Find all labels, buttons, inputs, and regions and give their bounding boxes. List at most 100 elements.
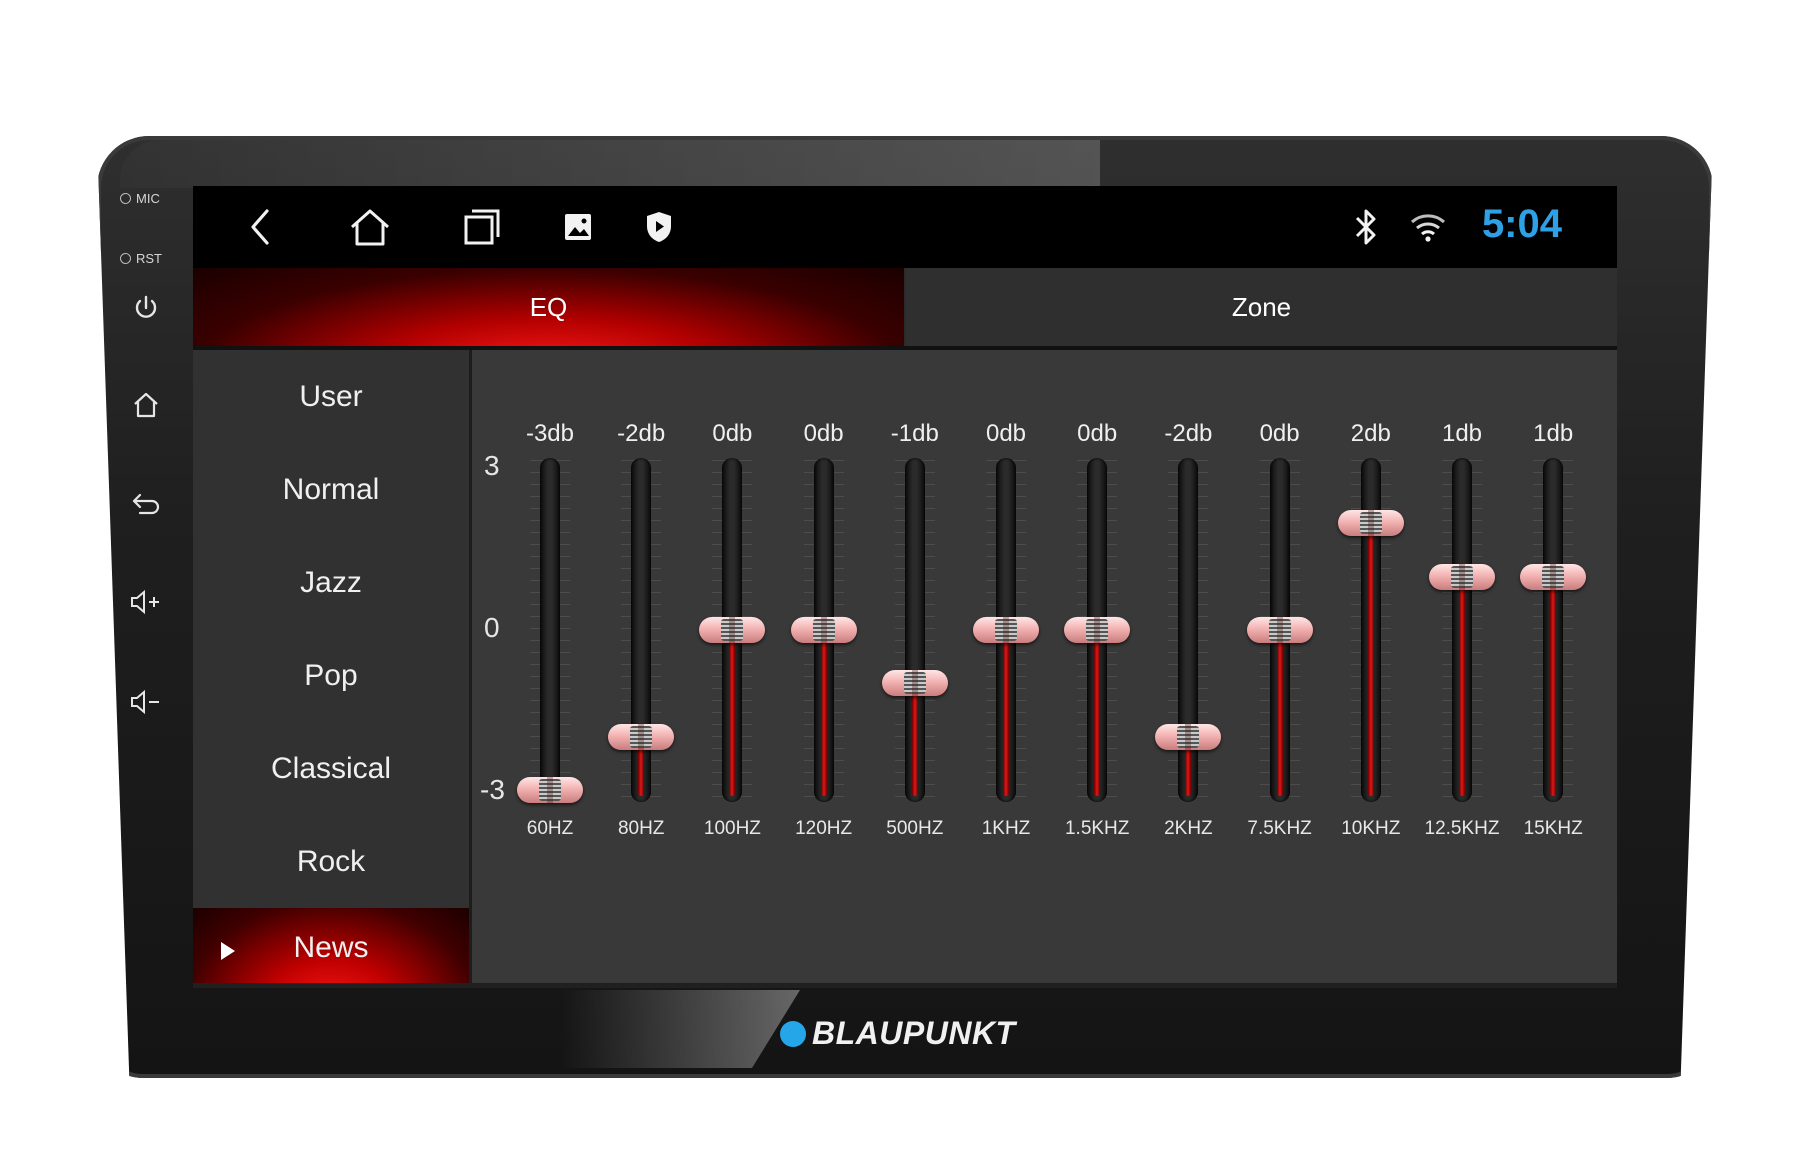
band-slider-knob[interactable] [608, 723, 675, 750]
preset-normal[interactable]: Normal [193, 443, 469, 536]
band-frequency-label: 15KHZ [1523, 818, 1583, 839]
display-screen: 5:04 EQ Zone User Normal Jazz Pop Classi… [193, 186, 1617, 988]
power-button[interactable] [126, 288, 166, 328]
power-icon [135, 295, 157, 318]
tab-bar: EQ Zone [193, 268, 1617, 350]
recent-apps-icon [464, 209, 500, 245]
band-slider-fill [1459, 576, 1465, 796]
band-slider-fill [1003, 630, 1009, 796]
back-side-button[interactable] [126, 483, 166, 523]
security-button[interactable] [638, 206, 680, 248]
band-frequency-label: 500HZ [886, 818, 944, 839]
shield-icon [647, 212, 671, 242]
band-db-label: 0db [712, 420, 753, 447]
preset-user[interactable]: User [193, 350, 469, 443]
band-slider-track[interactable] [1178, 458, 1199, 802]
preset-news[interactable]: News [193, 908, 469, 988]
band-slider-knob[interactable] [973, 617, 1039, 643]
band-db-label: -2db [1164, 420, 1213, 447]
tab-eq[interactable]: EQ [193, 268, 904, 346]
band-db-label: -2db [617, 420, 666, 447]
bezel-highlight [120, 140, 1100, 188]
band-db-label: 0db [985, 420, 1027, 447]
band-db-label: 2db [1350, 420, 1391, 447]
bluetooth-icon [1355, 209, 1376, 245]
tab-zone-label: Zone [1231, 291, 1292, 322]
nav-recent-button[interactable] [461, 206, 503, 248]
mic-label: MIC [136, 191, 160, 206]
band-slider-knob[interactable] [1155, 723, 1222, 750]
back-arrow-icon [251, 209, 269, 245]
band-slider-knob[interactable] [699, 617, 766, 643]
band-slider-knob[interactable] [1520, 563, 1587, 590]
band-frequency-label: 100HZ [703, 818, 761, 839]
volume-up-icon [131, 589, 159, 615]
band-frequency-label: 2KHZ [1164, 818, 1213, 839]
band-slider-knob[interactable] [881, 670, 948, 697]
band-frequency-label: 7.5KHZ [1247, 818, 1312, 839]
band-slider-fill [1094, 630, 1101, 796]
mic-hole-icon [120, 193, 131, 204]
band-slider-fill [638, 736, 645, 796]
band-frequency-label: 1KHZ [981, 818, 1031, 839]
band-db-label: 1db [1533, 420, 1574, 447]
preset-classical[interactable]: Classical [193, 722, 469, 815]
band-frequency-label: 60HZ [526, 818, 574, 839]
tab-underline [193, 346, 1617, 350]
band-frequency-label: 12.5KHZ [1424, 818, 1500, 839]
preset-label: Pop [304, 658, 358, 692]
home-side-button[interactable] [126, 385, 166, 425]
band-slider-track[interactable] [904, 458, 925, 802]
band-frequency-label: 10KHZ [1341, 818, 1401, 839]
band-slider-track[interactable] [631, 458, 652, 802]
band-db-label: -1db [890, 420, 939, 447]
band-slider-fill [1367, 523, 1374, 796]
band-slider-fill [1550, 576, 1557, 796]
preset-label: Jazz [300, 565, 362, 599]
band-slider-track[interactable] [540, 458, 560, 802]
preset-label: Classical [270, 751, 392, 785]
preset-label: User [299, 379, 363, 413]
band-slider-knob[interactable] [790, 617, 857, 643]
band-slider-knob[interactable] [1064, 617, 1131, 643]
equalizer-panel: 3 0 -3 -3db 60HZ -2db 80HZ 0db 100HZ 0db 120HZ -… [472, 350, 1617, 988]
wifi-indicator [1407, 206, 1449, 248]
band-slider-knob[interactable] [1246, 617, 1313, 643]
wifi-icon [1411, 214, 1445, 242]
band-frequency-label: 80HZ [617, 818, 665, 839]
play-indicator-icon [221, 942, 235, 960]
preset-list: User Normal Jazz Pop Classical Rock News [193, 350, 469, 988]
volume-down-button[interactable] [126, 682, 166, 722]
bezel-bottom-highlight [560, 990, 800, 1068]
nav-back-button[interactable] [239, 206, 281, 248]
band-slider-knob[interactable] [1337, 510, 1404, 537]
band-db-label: -3db [525, 420, 575, 447]
status-bar: 5:04 [193, 186, 1617, 268]
preset-jazz[interactable]: Jazz [193, 536, 469, 629]
volume-up-button[interactable] [126, 582, 166, 622]
brand-dot-icon [780, 1020, 806, 1047]
band-frequency-label: 120HZ [795, 818, 853, 839]
bluetooth-indicator [1345, 206, 1387, 248]
gallery-button[interactable] [557, 206, 599, 248]
volume-down-icon [131, 689, 159, 715]
band-slider-knob[interactable] [1429, 563, 1495, 590]
preset-rock[interactable]: Rock [193, 815, 469, 908]
scale-min-label: -3 [480, 774, 505, 805]
scale-max-label: 3 [484, 450, 500, 481]
band-slider-knob[interactable] [517, 777, 583, 803]
panel-divider [469, 350, 472, 988]
screen-bottom-edge [193, 983, 1617, 988]
tab-zone[interactable]: Zone [906, 268, 1617, 346]
preset-label: News [293, 931, 369, 964]
band-slider-fill [911, 683, 918, 796]
home-icon [351, 209, 389, 246]
band-slider-fill [1276, 630, 1283, 796]
rst-button[interactable]: RST [120, 251, 162, 266]
preset-pop[interactable]: Pop [193, 629, 469, 722]
tab-eq-label: EQ [529, 291, 568, 322]
clock: 5:04 [1481, 202, 1562, 246]
nav-home-button[interactable] [349, 206, 391, 248]
band-db-label: 0db [803, 420, 844, 447]
scale-mid-label: 0 [484, 612, 500, 643]
